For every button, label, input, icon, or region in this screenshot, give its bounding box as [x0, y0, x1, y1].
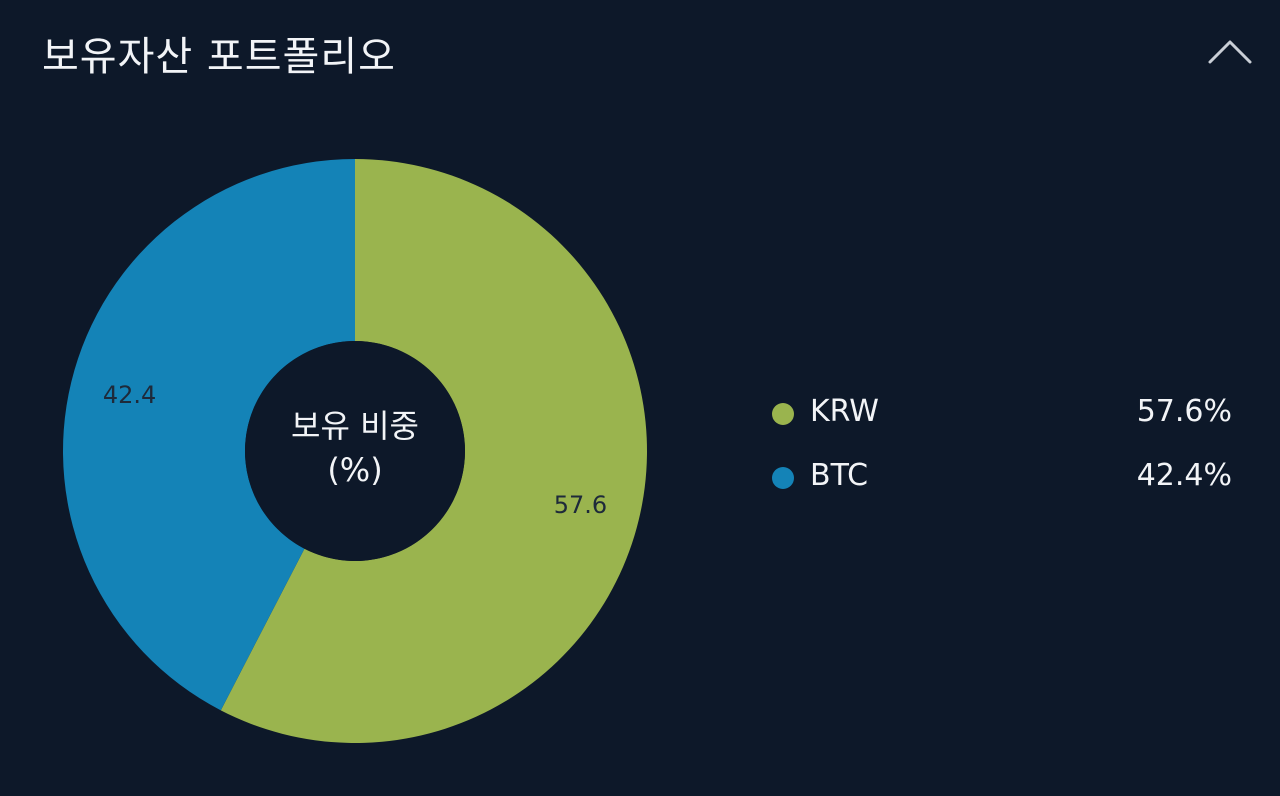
legend-item-btc[interactable]: BTC 42.4% — [772, 452, 1232, 516]
donut-slice-krw[interactable] — [220, 159, 648, 744]
data-label-btc: 42.4 — [103, 381, 156, 409]
legend: KRW 57.6% BTC 42.4% — [772, 388, 1232, 516]
legend-value: 57.6% — [1136, 394, 1232, 429]
donut-hole — [245, 341, 465, 561]
donut-slice-btc[interactable] — [63, 159, 355, 711]
donut-center-label: 보유 비중 (%) — [245, 404, 465, 492]
legend-name: BTC — [810, 458, 869, 493]
donut-chart: 57.6 42.4 — [63, 159, 648, 744]
legend-value: 42.4% — [1136, 458, 1232, 493]
data-label-krw: 57.6 — [554, 491, 607, 519]
chevron-up-icon — [1208, 40, 1252, 64]
legend-dot-krw — [772, 403, 794, 425]
center-label-unit: (%) — [327, 451, 383, 489]
collapse-button[interactable] — [1200, 30, 1260, 76]
legend-dot-btc — [772, 467, 794, 489]
legend-name: KRW — [810, 394, 879, 429]
center-label-title: 보유 비중 — [291, 407, 419, 445]
legend-item-krw[interactable]: KRW 57.6% — [772, 388, 1232, 452]
page-title: 보유자산 포트폴리오 — [42, 34, 396, 80]
